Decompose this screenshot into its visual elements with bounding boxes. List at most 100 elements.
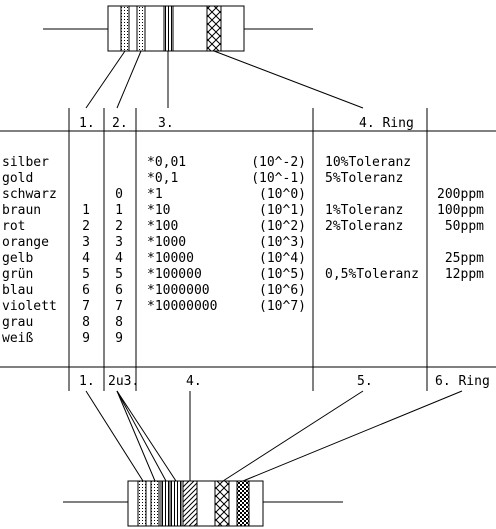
footer-ring-2-3: 2u3. bbox=[108, 374, 139, 389]
cell-digit-2: 4 bbox=[115, 251, 123, 266]
table-row: silber *0,01 (10^-2) 10%Toleranz bbox=[2, 155, 411, 170]
cell-digit-2: 5 bbox=[115, 267, 123, 282]
header-ring-2: 2. bbox=[112, 116, 128, 131]
cell-multiplier: *0,01 bbox=[147, 155, 186, 170]
table-body: silber *0,01 (10^-2) 10%Toleranz gold *0,1 (10… bbox=[2, 155, 484, 346]
footer-ring-6: 6. Ring bbox=[435, 374, 490, 389]
cell-multiplier: *1000 bbox=[147, 235, 186, 250]
cell-exponent: (10^4) bbox=[259, 251, 306, 266]
cell-tolerance: 0,5%Toleranz bbox=[325, 267, 419, 282]
table-row: orange 3 3 *1000 (10^3) bbox=[2, 235, 306, 250]
cell-digit-2: 8 bbox=[115, 315, 123, 330]
cell-digit-1: 5 bbox=[82, 267, 90, 282]
cell-exponent: (10^5) bbox=[259, 267, 306, 282]
cell-tolerance: 2%Toleranz bbox=[325, 219, 403, 234]
table-row: grau 8 8 bbox=[2, 315, 123, 330]
table-row: violett 7 7 *10000000 (10^7) bbox=[2, 299, 306, 314]
cell-color: violett bbox=[2, 299, 57, 314]
bottom-ring-4 bbox=[170, 480, 182, 527]
table-header: 1. 2. 3. 4. Ring bbox=[79, 116, 414, 131]
cell-exponent: (10^6) bbox=[259, 283, 306, 298]
bottom-connector-2c bbox=[116, 390, 177, 482]
cell-exponent: (10^-1) bbox=[251, 171, 306, 186]
bottom-connector-lines bbox=[85, 390, 463, 482]
cell-exponent: (10^7) bbox=[259, 299, 306, 314]
cell-color: gelb bbox=[2, 251, 33, 266]
table-row: rot 2 2 *100 (10^2) 2%Toleranz 50ppm bbox=[2, 219, 484, 234]
cell-digit-2: 3 bbox=[115, 235, 123, 250]
cell-multiplier: *1000000 bbox=[147, 283, 210, 298]
cell-digit-1: 7 bbox=[82, 299, 90, 314]
cell-temp-coefficient: 12ppm bbox=[445, 267, 484, 282]
cell-digit-1: 8 bbox=[82, 315, 90, 330]
bottom-connector-5 bbox=[242, 390, 463, 482]
table-row: weiß 9 9 bbox=[2, 331, 123, 346]
cell-multiplier: *10000000 bbox=[147, 299, 217, 314]
bottom-ring-2 bbox=[150, 480, 160, 527]
cell-multiplier: *0,1 bbox=[147, 171, 178, 186]
footer-ring-1: 1. bbox=[79, 374, 95, 389]
cell-multiplier: *100000 bbox=[147, 267, 202, 282]
cell-temp-coefficient: 100ppm bbox=[437, 203, 484, 218]
bottom-ring-1 bbox=[137, 480, 147, 527]
table-row: blau 6 6 *1000000 (10^6) bbox=[2, 283, 306, 298]
cell-color: orange bbox=[2, 235, 49, 250]
top-resistor-body bbox=[107, 5, 245, 52]
bottom-connector-4 bbox=[222, 390, 364, 482]
cell-temp-coefficient: 50ppm bbox=[445, 219, 484, 234]
cell-digit-2: 0 bbox=[115, 187, 123, 202]
table-row: gold *0,1 (10^-1) 5%Toleranz bbox=[2, 171, 403, 186]
cell-digit-2: 9 bbox=[115, 331, 123, 346]
cell-color: grün bbox=[2, 267, 33, 282]
cell-color: braun bbox=[2, 203, 41, 218]
cell-color: weiß bbox=[2, 331, 33, 346]
cell-exponent: (10^-2) bbox=[251, 155, 306, 170]
footer-ring-4: 4. bbox=[186, 374, 202, 389]
cell-digit-1: 2 bbox=[82, 219, 90, 234]
top-connector-1 bbox=[85, 50, 126, 109]
cell-tolerance: 10%Toleranz bbox=[325, 155, 411, 170]
cell-temp-coefficient: 200ppm bbox=[437, 187, 484, 202]
cell-exponent: (10^0) bbox=[259, 187, 306, 202]
cell-multiplier: *100 bbox=[147, 219, 178, 234]
cell-multiplier: *10000 bbox=[147, 251, 194, 266]
bottom-ring-5 bbox=[182, 480, 198, 527]
table-row: grün 5 5 *100000 (10^5) 0,5%Toleranz 12ppm bbox=[2, 267, 484, 282]
cell-temp-coefficient: 25ppm bbox=[445, 251, 484, 266]
top-connector-lines bbox=[85, 50, 364, 109]
table-footer: 1. 2u3. 4. 5. 6. Ring bbox=[79, 374, 490, 389]
cell-digit-2: 7 bbox=[115, 299, 123, 314]
cell-tolerance: 1%Toleranz bbox=[325, 203, 403, 218]
table-row: gelb 4 4 *10000 (10^4) 25ppm bbox=[2, 251, 484, 266]
top-ring-2 bbox=[136, 5, 146, 52]
top-ring-1 bbox=[120, 5, 130, 52]
footer-ring-5: 5. bbox=[357, 374, 373, 389]
bottom-ring-7 bbox=[236, 480, 250, 527]
bottom-connector-2b bbox=[116, 390, 167, 482]
header-ring-4: 4. Ring bbox=[359, 116, 414, 131]
cell-color: rot bbox=[2, 219, 25, 234]
table-row: schwarz 0 *1 (10^0) 200ppm bbox=[2, 187, 484, 202]
top-ring-4 bbox=[206, 5, 222, 52]
cell-exponent: (10^1) bbox=[259, 203, 306, 218]
cell-digit-1: 1 bbox=[82, 203, 90, 218]
cell-multiplier: *10 bbox=[147, 203, 170, 218]
table-row: braun 1 1 *10 (10^1) 1%Toleranz 100ppm bbox=[2, 203, 484, 218]
cell-exponent: (10^3) bbox=[259, 235, 306, 250]
cell-color: silber bbox=[2, 155, 49, 170]
bottom-connector-2a bbox=[116, 390, 156, 482]
cell-color: gold bbox=[2, 171, 33, 186]
cell-digit-1: 6 bbox=[82, 283, 90, 298]
top-ring-3 bbox=[163, 5, 174, 52]
header-ring-1: 1. bbox=[79, 116, 95, 131]
cell-exponent: (10^2) bbox=[259, 219, 306, 234]
header-ring-3: 3. bbox=[158, 116, 174, 131]
cell-multiplier: *1 bbox=[147, 187, 163, 202]
cell-digit-2: 1 bbox=[115, 203, 123, 218]
top-connector-4 bbox=[213, 50, 364, 109]
top-connector-2 bbox=[116, 50, 142, 109]
cell-color: grau bbox=[2, 315, 33, 330]
cell-color: schwarz bbox=[2, 187, 57, 202]
cell-digit-2: 2 bbox=[115, 219, 123, 234]
